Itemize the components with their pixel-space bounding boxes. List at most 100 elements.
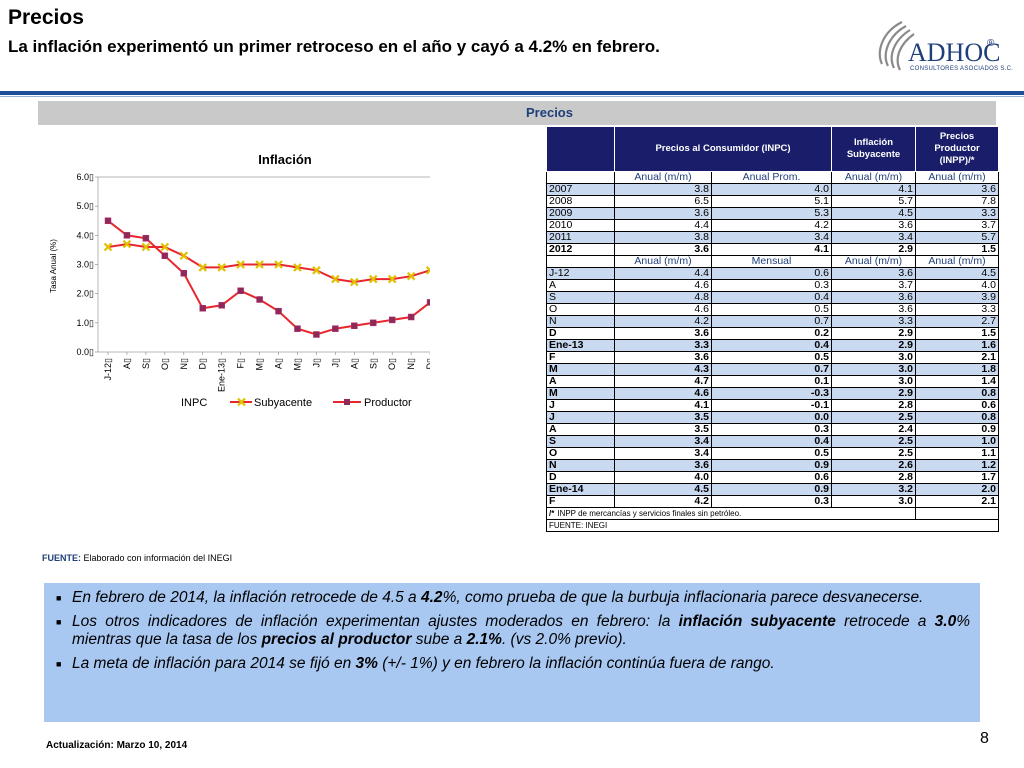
table-cell: 0.3 [710, 495, 833, 508]
table-cell: 3.6 [831, 219, 917, 232]
table-row-label: 2011 [546, 231, 615, 244]
adhoc-logo-icon [878, 21, 915, 71]
point-subyacente [406, 271, 416, 281]
chart-source-label: FUENTE: [42, 553, 81, 563]
table-cell: 0.9 [710, 459, 833, 472]
point-productor [104, 217, 112, 224]
table-cell: 3.9 [915, 291, 1000, 304]
table-row: Ene-14 4.5 0.9 3.2 2.0 [546, 483, 1000, 496]
table-cell: 0.4 [710, 435, 833, 448]
point-productor [370, 319, 377, 327]
table-cell: 4.6 [614, 279, 712, 292]
table-cell: 0.6 [915, 399, 1000, 412]
table-cell: 2.9 [831, 339, 917, 352]
table-cell: 2.7 [915, 315, 1000, 328]
point-mark [331, 274, 340, 284]
table-cell: 4.4 [614, 267, 712, 280]
y-tick-label: 0.0▯ [77, 347, 95, 357]
logo-registered: ® [987, 38, 995, 49]
table-cell: 0.5 [710, 351, 833, 364]
table-cell: 3.4 [614, 447, 712, 460]
table-cell: 3.3 [915, 303, 1000, 316]
table-cell: 4.6 [614, 387, 712, 400]
table-row: 2007 3.8 4.0 4.1 3.6 [546, 183, 1000, 196]
point-productor [294, 325, 301, 332]
point-mark [179, 251, 189, 261]
x-tick-label: N▯ [406, 358, 416, 369]
table-row: F 4.2 0.3 3.0 2.1 [546, 495, 1000, 508]
table-row-label: O [546, 303, 615, 316]
table-row: J 4.1 -0.1 2.8 0.6 [546, 399, 1000, 412]
table-cell: 4.2 [614, 315, 712, 328]
x-tick-label: D▯ [198, 358, 208, 369]
table-subheader-blank [546, 171, 615, 184]
point-subyacente [122, 239, 132, 249]
table-row: A 4.7 0.1 3.0 1.4 [546, 375, 1000, 388]
point-mark [236, 260, 245, 269]
table-cell: -0.3 [710, 387, 833, 400]
table-cell: 4.8 [614, 291, 712, 304]
table-cell: 0.2 [710, 327, 833, 340]
table-cell: 3.8 [614, 231, 712, 244]
table-cell: 3.0 [831, 375, 917, 388]
table-row: 2010 4.4 4.2 3.6 3.7 [546, 219, 1000, 232]
table-row-label: S [546, 435, 615, 448]
table-row: S 3.4 0.4 2.5 1.0 [546, 435, 1000, 448]
table-cell: 3.0 [831, 351, 917, 364]
y-tick-label: 2.0▯ [77, 289, 95, 299]
table-cell: 2.8 [831, 399, 917, 412]
x-tick-label: M▯ [292, 358, 302, 370]
table-cell: 2.0 [915, 483, 1000, 496]
point-subyacente [236, 260, 245, 269]
x-tick-label: A▯ [349, 358, 359, 369]
table-cell: 2.5 [831, 435, 917, 448]
table-cell: 1.4 [915, 375, 1000, 388]
table-row-label: 2008 [546, 195, 615, 208]
chart-source: FUENTE: Elaborado con información del IN… [42, 553, 232, 563]
header-inpp: Precios Productor (INPP)/* [915, 126, 1000, 172]
prices-table: Precios al Consumidor (INPC) Inflación S… [545, 126, 1000, 532]
table-cell: 3.6 [614, 207, 712, 220]
table-cell: 1.6 [915, 339, 1000, 352]
point-subyacente [255, 260, 264, 269]
table-cell: 4.1 [831, 183, 917, 196]
table-row: 2009 3.6 5.3 4.5 3.3 [546, 207, 1000, 220]
table-cell: 4.3 [614, 363, 712, 376]
point-mark [198, 263, 208, 272]
point-subyacente [217, 263, 226, 272]
table-cell: 3.6 [614, 459, 712, 472]
table-cell: 3.8 [614, 183, 712, 196]
table-cell: 0.0 [710, 411, 833, 424]
point-subyacente [198, 263, 208, 272]
table-cell: 7.8 [915, 195, 1000, 208]
table-cell: 4.0 [614, 471, 712, 484]
table-cell: 3.2 [831, 483, 917, 496]
table-note-blank [915, 507, 1000, 520]
table-cell: 3.0 [831, 495, 917, 508]
table-row: O 3.4 0.5 2.5 1.1 [546, 447, 1000, 460]
point-mark [274, 260, 283, 269]
header-divider [0, 91, 1024, 95]
point-mark [103, 242, 113, 252]
point-subyacente [331, 274, 340, 284]
table-row: 2012 3.6 4.1 2.9 1.5 [546, 243, 1000, 256]
table-cell: 1.1 [915, 447, 1000, 460]
table-cell: 2.5 [831, 447, 917, 460]
table-row-label: 2009 [546, 207, 615, 220]
x-tick-label: A▯ [274, 358, 284, 369]
point-subyacente [103, 242, 113, 252]
y-tick-label: 4.0▯ [77, 230, 95, 240]
table-cell: 1.2 [915, 459, 1000, 472]
y-tick-label: 5.0▯ [77, 201, 95, 211]
table-note-text: INPP de mercancías y servicios finales s… [557, 509, 742, 518]
y-tick-label: 6.0▯ [77, 172, 95, 182]
page-title: Precios [8, 6, 84, 29]
table-row-label: 2010 [546, 219, 615, 232]
header-inpc: Precios al Consumidor (INPC) [613, 126, 833, 172]
point-productor [407, 313, 415, 321]
point-mark [217, 263, 226, 272]
table-subheader-cell: Anual (m/m) [831, 171, 917, 184]
table-cell: 3.4 [614, 435, 712, 448]
point-mark [425, 268, 430, 275]
table-cell: 4.0 [710, 183, 833, 196]
